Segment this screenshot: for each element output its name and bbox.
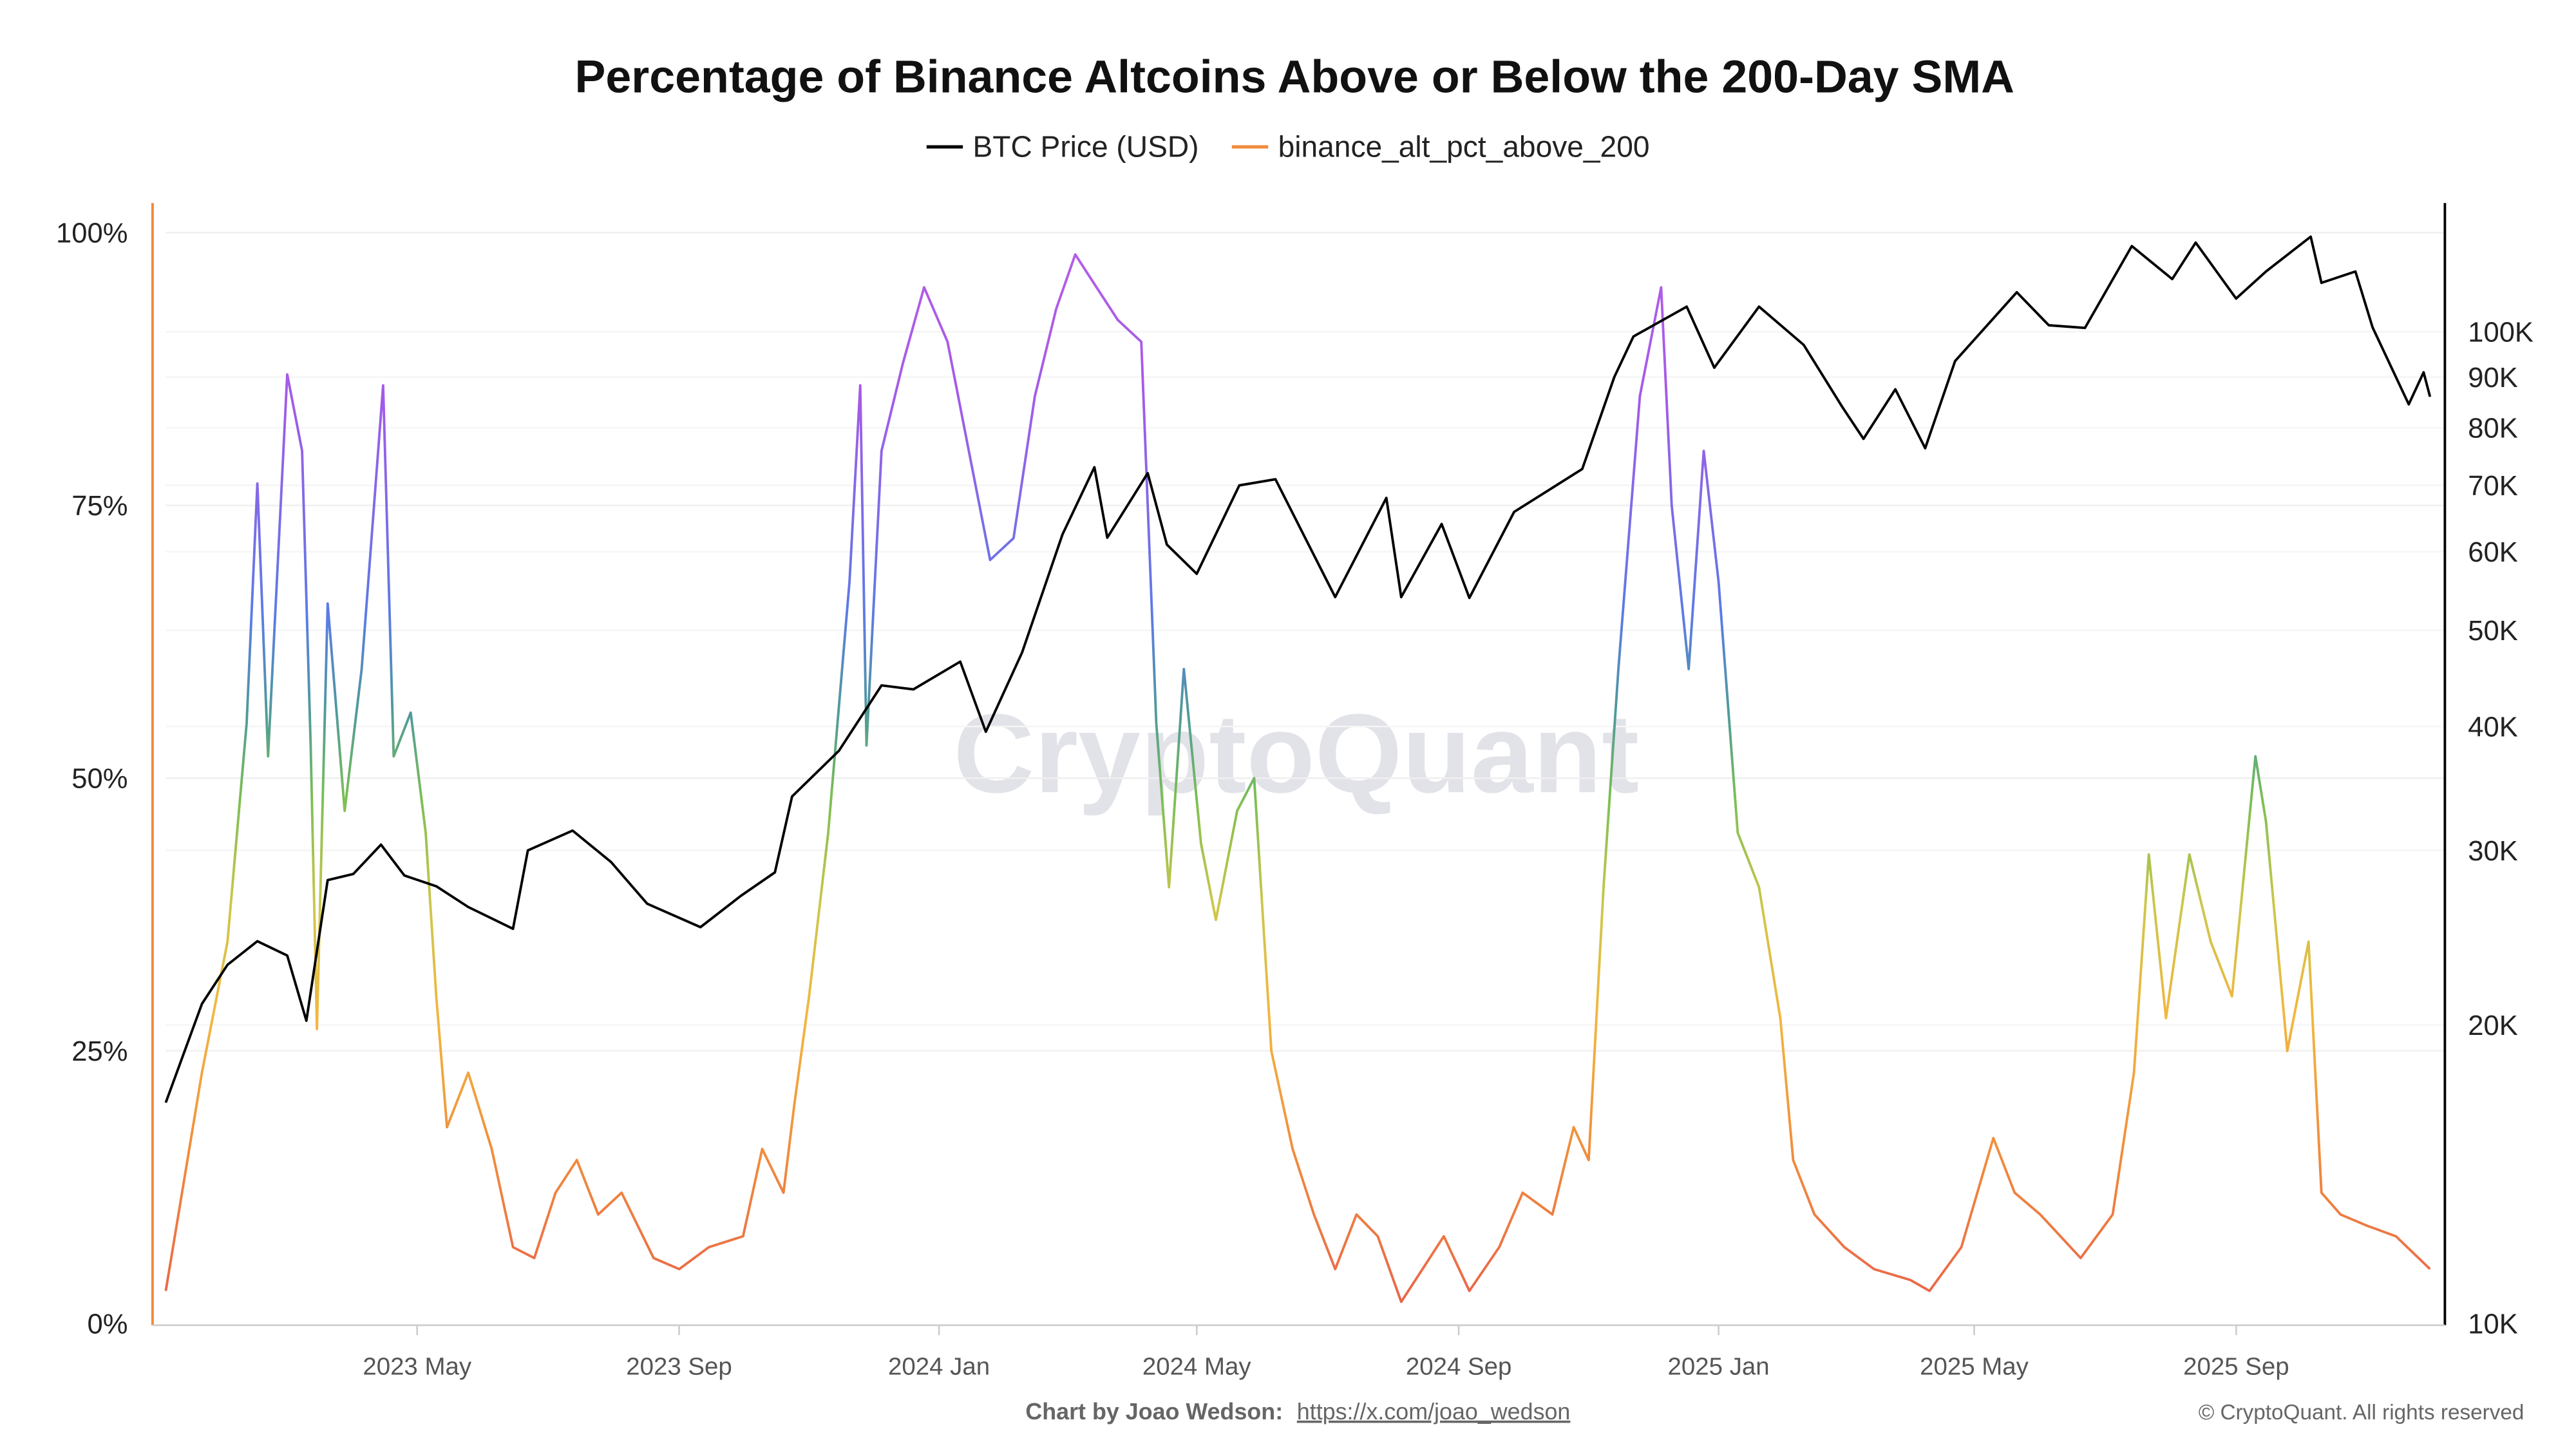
credit-link[interactable]: https://x.com/joao_wedson <box>1297 1399 1571 1425</box>
right-tick-label: 60K <box>2468 537 2517 568</box>
right-tick-label: 90K <box>2468 363 2517 393</box>
copyright: © CryptoQuant. All rights reserved <box>2199 1401 2524 1425</box>
right-tick-label: 40K <box>2468 712 2517 743</box>
left-tick-label: 25% <box>71 1036 128 1067</box>
legend-label-alt: binance_alt_pct_above_200 <box>1278 129 1650 163</box>
x-tick-label: 2023 May <box>363 1353 472 1381</box>
x-tick-label: 2024 May <box>1142 1353 1252 1381</box>
x-tick-label: 2025 May <box>1920 1353 2029 1381</box>
left-tick-label: 50% <box>71 764 128 795</box>
right-tick-label: 80K <box>2468 413 2517 444</box>
alt-pct-line <box>164 253 2431 1303</box>
axes <box>151 203 2447 1327</box>
right-tick-label: 10K <box>2468 1309 2517 1340</box>
svg-text:Chart by Joao Wedson: ht: Chart by Joao Wedson: https://x.com/joao… <box>1025 1396 1570 1425</box>
gridlines <box>166 232 2445 1052</box>
x-tick-label: 2025 Jan <box>1668 1353 1770 1381</box>
x-tick-label: 2024 Jan <box>888 1353 990 1381</box>
right-tick-label: 70K <box>2468 471 2517 502</box>
right-tick-label: 100K <box>2468 317 2533 348</box>
footer: Chart by Joao Wedson: https://x.com/joao… <box>1025 1396 2524 1425</box>
x-axis-ticks: 2023 May 2023 Sep 2024 Jan 2024 May 2024 Sep… <box>363 1325 2289 1381</box>
legend-item-alt[interactable]: binance_alt_pct_above_200 <box>1231 129 1650 163</box>
x-tick-label: 2023 Sep <box>626 1353 732 1381</box>
right-axis-ticks: 10K 20K 30K 40K 50K 60K 70K 80K 90K 100K <box>2468 317 2533 1340</box>
left-tick-label: 0% <box>88 1309 128 1340</box>
x-tick-label: 2025 Sep <box>2183 1353 2289 1381</box>
left-tick-label: 75% <box>71 491 128 522</box>
legend-label-btc: BTC Price (USD) <box>973 129 1199 163</box>
left-tick-label: 100% <box>56 218 128 249</box>
series-lines <box>164 235 2432 1303</box>
chart-title: Percentage of Binance Altcoins Above or … <box>575 52 2014 103</box>
credit-label: Chart by Joao Wedson: <box>1025 1399 1283 1425</box>
x-tick-label: 2024 Sep <box>1406 1353 1512 1381</box>
right-tick-label: 20K <box>2468 1010 2517 1041</box>
legend: BTC Price (USD) binance_alt_pct_above_20… <box>926 129 1650 163</box>
right-tick-label: 30K <box>2468 836 2517 867</box>
right-tick-label: 50K <box>2468 616 2517 647</box>
left-axis-ticks: 0% 25% 50% 75% 100% <box>56 218 128 1340</box>
watermark: CryptoQuant <box>953 690 1639 816</box>
btc-price-line <box>164 235 2432 1103</box>
legend-item-btc[interactable]: BTC Price (USD) <box>926 129 1199 163</box>
